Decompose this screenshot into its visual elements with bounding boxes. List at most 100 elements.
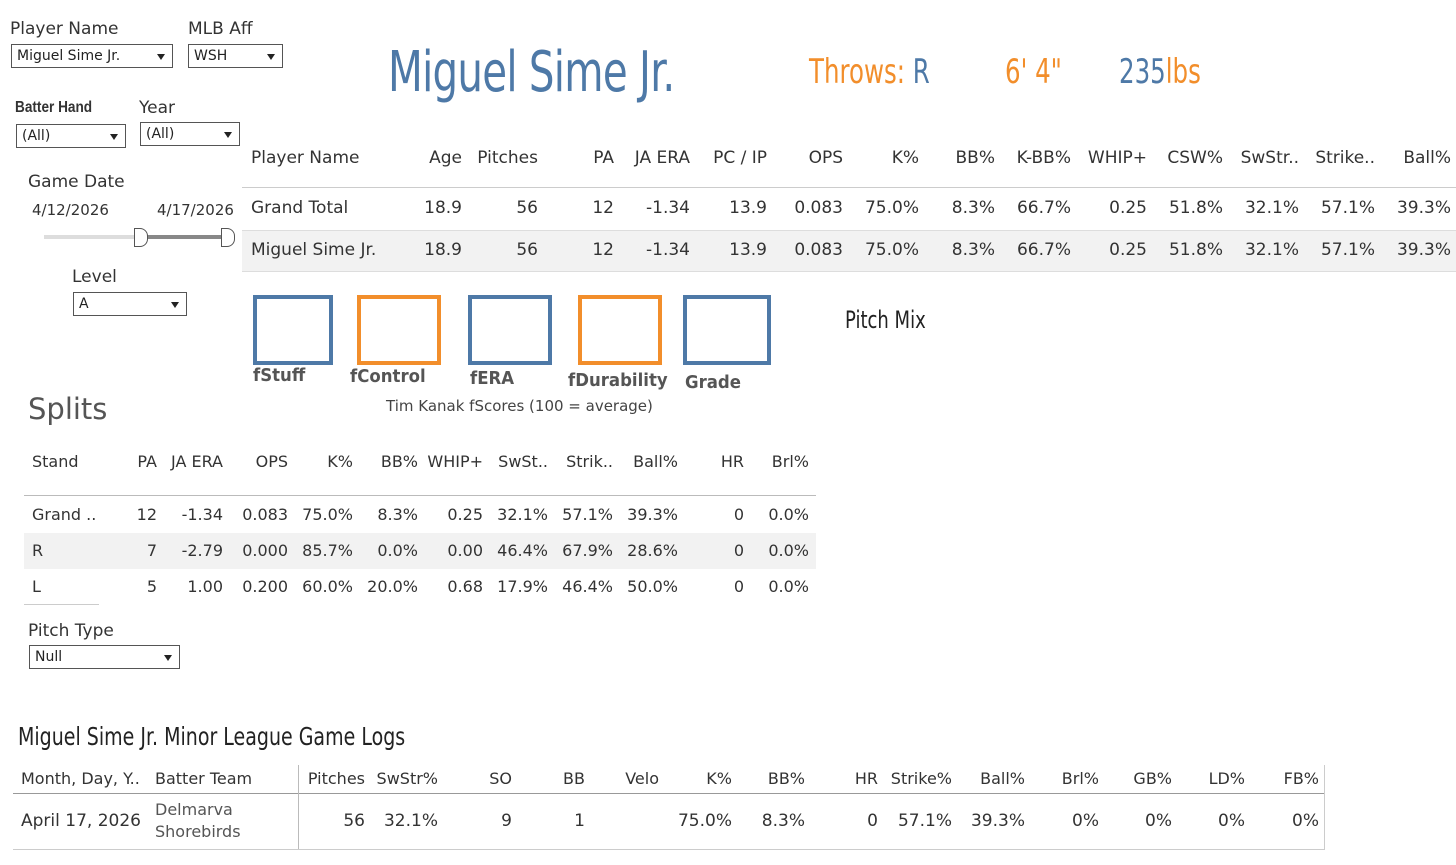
gamelogs-col-header[interactable]: Pitches: [307, 769, 365, 788]
gamelogs-col-header[interactable]: BB%: [767, 769, 805, 788]
summary-cell: 39.3%: [1396, 198, 1451, 218]
summary-col-header[interactable]: CSW%: [1167, 148, 1223, 168]
summary-cell: -1.34: [646, 198, 690, 218]
gamelog-team-line2: Shorebirds: [155, 822, 241, 841]
gamelogs-col-header[interactable]: Brl%: [1061, 769, 1099, 788]
summary-col-header[interactable]: Ball%: [1403, 148, 1451, 168]
chevron-down-icon: [224, 132, 232, 138]
summary-col-header[interactable]: Player Name: [251, 148, 360, 168]
summary-cell: 13.9: [729, 198, 767, 218]
splits-cell: 60.0%: [302, 577, 353, 596]
gamelog-cell: 0%: [1292, 811, 1319, 831]
summary-col-header[interactable]: K-BB%: [1016, 148, 1071, 168]
gamelogs-col-header[interactable]: LD%: [1208, 769, 1245, 788]
splits-cell: 75.0%: [302, 505, 353, 524]
splits-cell: 0.200: [242, 577, 288, 596]
summary-col-header[interactable]: JA ERA: [634, 148, 690, 168]
level-dropdown-value: A: [79, 296, 89, 312]
gamelogs-col-header[interactable]: Strike%: [890, 769, 952, 788]
gamelogs-col-header[interactable]: Batter Team: [155, 769, 253, 788]
gamelogs-col-header[interactable]: Ball%: [980, 769, 1025, 788]
summary-col-header[interactable]: WHIP+: [1087, 148, 1147, 168]
summary-col-header[interactable]: Strike..: [1315, 148, 1375, 168]
weight-value: 235: [1119, 52, 1166, 92]
gamelogs-col-header[interactable]: Velo: [625, 769, 659, 788]
gamelog-cell: 39.3%: [970, 811, 1025, 831]
player-name-filter-label: Player Name: [10, 19, 119, 39]
summary-col-header[interactable]: Age: [429, 148, 462, 168]
splits-cell: 0.083: [242, 505, 288, 524]
summary-col-header[interactable]: K%: [891, 148, 919, 168]
summary-row-divider: [242, 230, 1456, 231]
date-slider-start-handle[interactable]: [134, 228, 148, 247]
splits-col-header[interactable]: WHIP+: [427, 452, 483, 471]
gamelogs-header-divider: [13, 793, 1325, 794]
splits-col-header[interactable]: PA: [137, 452, 157, 471]
splits-cell: 32.1%: [497, 505, 548, 524]
player-name-dropdown-value: Miguel Sime Jr.: [17, 48, 121, 64]
mlb-aff-filter-label: MLB Aff: [188, 19, 253, 39]
gamelogs-col-header[interactable]: HR: [854, 769, 878, 788]
gamelogs-col-header[interactable]: SO: [489, 769, 512, 788]
summary-col-header[interactable]: PA: [593, 148, 614, 168]
splits-cell: 46.4%: [562, 577, 613, 596]
summary-cell: 0.25: [1109, 198, 1147, 218]
pitch-type-dropdown-value: Null: [35, 649, 63, 665]
splits-cell: 12: [136, 505, 157, 524]
game-date-filter-label: Game Date: [28, 172, 125, 192]
summary-col-header[interactable]: SwStr..: [1240, 148, 1299, 168]
player-name-dropdown[interactable]: Miguel Sime Jr.: [11, 44, 173, 68]
splits-cell: 7: [146, 541, 157, 560]
gamelog-cell: 32.1%: [383, 811, 438, 831]
splits-col-header[interactable]: K%: [327, 452, 353, 471]
chevron-down-icon: [164, 655, 172, 661]
level-dropdown[interactable]: A: [73, 292, 187, 316]
gamelogs-col-header[interactable]: BB: [563, 769, 585, 788]
gamelogs-col-header[interactable]: FB%: [1283, 769, 1319, 788]
date-slider-range: [142, 235, 227, 239]
splits-cell: 85.7%: [302, 541, 353, 560]
splits-col-header[interactable]: Strik..: [566, 452, 613, 471]
splits-col-header[interactable]: BB%: [380, 452, 418, 471]
splits-col-header[interactable]: Ball%: [633, 452, 678, 471]
gamelogs-col-header[interactable]: Month, Day, Y..: [21, 769, 140, 788]
gamelogs-col-header[interactable]: SwStr%: [376, 769, 438, 788]
date-slider-end-handle[interactable]: [221, 228, 235, 247]
splits-row-bg: [24, 533, 816, 569]
splits-col-header[interactable]: HR: [720, 452, 744, 471]
fscore-label-fstuff: fStuff: [253, 365, 306, 386]
summary-row-label: Grand Total: [251, 198, 349, 218]
splits-row-label: L: [32, 577, 41, 596]
throws-value: R: [912, 52, 930, 92]
splits-cell: 20.0%: [367, 577, 418, 596]
summary-cell: 56: [516, 240, 538, 260]
batter-hand-dropdown[interactable]: (All): [16, 124, 126, 148]
splits-cell: 0.00: [447, 541, 483, 560]
splits-cell: 39.3%: [627, 505, 678, 524]
year-dropdown-value: (All): [146, 126, 175, 142]
summary-col-header[interactable]: OPS: [808, 148, 843, 168]
splits-col-header[interactable]: Stand: [32, 452, 79, 471]
splits-cell: -1.34: [181, 505, 223, 524]
splits-col-header[interactable]: OPS: [255, 452, 288, 471]
summary-cell: 18.9: [424, 240, 462, 260]
mlb-aff-dropdown[interactable]: WSH: [188, 44, 283, 68]
height-value: 6' 4": [1005, 52, 1062, 92]
summary-cell: 32.1%: [1244, 198, 1299, 218]
gamelogs-col-header[interactable]: GB%: [1133, 769, 1172, 788]
splits-col-header[interactable]: Brl%: [771, 452, 809, 471]
summary-cell: 66.7%: [1016, 240, 1071, 260]
summary-cell: 12: [592, 198, 614, 218]
splits-col-header[interactable]: SwSt..: [498, 452, 548, 471]
pitch-type-dropdown[interactable]: Null: [29, 645, 180, 669]
summary-col-header[interactable]: Pitches: [477, 148, 538, 168]
summary-col-header[interactable]: PC / IP: [713, 148, 767, 168]
gamelog-cell: 56: [343, 811, 365, 831]
splits-col-header[interactable]: JA ERA: [171, 452, 223, 471]
year-dropdown[interactable]: (All): [140, 122, 240, 146]
gamelog-cell: 0%: [1072, 811, 1099, 831]
summary-col-header[interactable]: BB%: [955, 148, 995, 168]
summary-row-bg: [242, 231, 1456, 271]
gamelog-cell: 8.3%: [761, 811, 805, 831]
gamelogs-col-header[interactable]: K%: [706, 769, 732, 788]
